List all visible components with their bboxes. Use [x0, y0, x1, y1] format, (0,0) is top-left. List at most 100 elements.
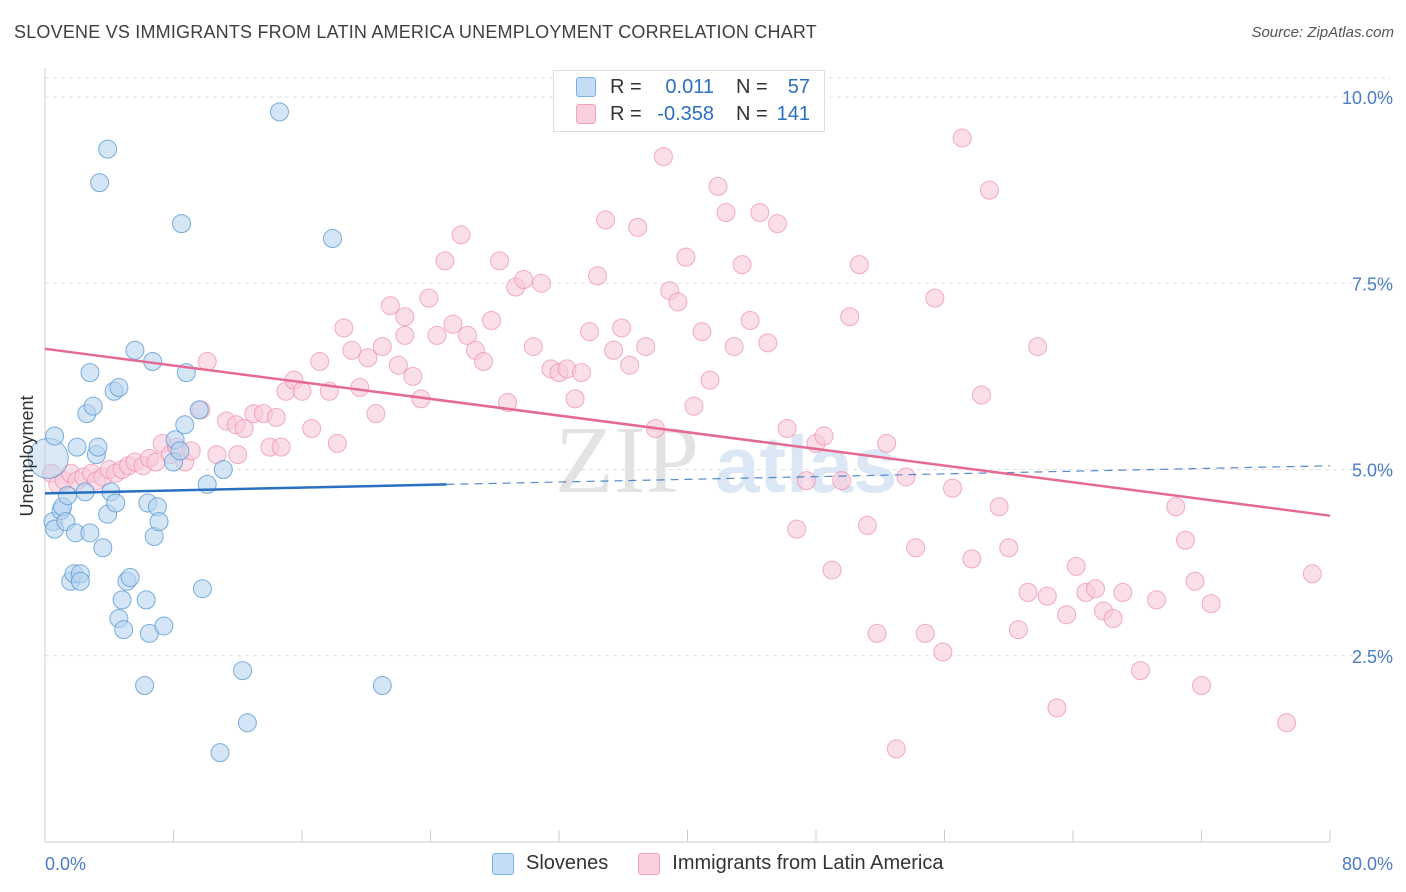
immigrants-point: [1037, 586, 1057, 606]
immigrants-point: [1047, 698, 1067, 718]
slovenes-point: [106, 493, 126, 513]
axis-labels: 2.5% 5.0% 7.5% 10.0% 0.0% 80.0% Unemployment: [17, 88, 1393, 874]
slovenes-point: [210, 743, 230, 763]
immigrants-point: [849, 255, 869, 275]
slovenes-point: [109, 378, 129, 398]
immigrants-point: [388, 355, 408, 375]
slovenes-point: [93, 538, 113, 558]
immigrants-point: [724, 337, 744, 357]
immigrants-point: [989, 497, 1009, 517]
immigrants-point: [979, 180, 999, 200]
x-tick-label: 80.0%: [1342, 854, 1393, 874]
slovenes-point: [67, 437, 87, 457]
series-legend: Slovenes Immigrants from Latin America: [492, 852, 973, 875]
immigrants-point: [676, 247, 696, 267]
immigrants-point: [943, 478, 963, 498]
immigrants-point: [1147, 590, 1167, 610]
immigrants-swatch: [638, 852, 661, 875]
immigrants-point: [372, 337, 392, 357]
immigrants-point: [565, 389, 585, 409]
immigrants-point: [653, 147, 673, 167]
immigrants-point: [334, 318, 354, 338]
immigrants-point: [1057, 605, 1077, 625]
immigrants-point: [197, 351, 217, 371]
immigrants-point: [700, 370, 720, 390]
immigrants-point: [443, 314, 463, 334]
slovenes-point: [136, 590, 156, 610]
immigrants-point: [740, 311, 760, 330]
immigrants-point: [840, 307, 860, 327]
slovenes-point: [98, 139, 118, 159]
immigrants-point: [1028, 337, 1048, 357]
slovenes-point: [149, 512, 169, 532]
slovenes-point: [57, 486, 77, 506]
immigrants-point: [302, 419, 322, 439]
immigrants-point: [906, 538, 926, 558]
y-tick-label: 7.5%: [1352, 274, 1393, 294]
immigrants-point: [523, 337, 543, 357]
immigrants-point: [1018, 582, 1038, 602]
slovenes-point: [83, 396, 103, 416]
immigrants-point: [228, 445, 248, 465]
immigrants-point: [877, 433, 897, 453]
immigrants-trend-line: [44, 347, 1331, 517]
slovenes-point: [372, 676, 392, 696]
slovenes-point: [270, 102, 290, 122]
immigrants-point: [271, 437, 291, 457]
immigrants-point: [482, 311, 502, 330]
source-label: Source: ZipAtlas.com: [1251, 24, 1394, 41]
immigrants-point: [636, 337, 656, 357]
immigrants-point: [832, 471, 852, 491]
slovenes-point: [90, 173, 110, 193]
r-label: R =: [610, 75, 642, 98]
immigrants-point: [327, 433, 347, 453]
immigrants-point: [395, 325, 415, 345]
immigrants-point: [366, 404, 386, 424]
immigrants-point: [732, 255, 752, 275]
x-tick-label: 0.0%: [45, 854, 86, 874]
immigrants-swatch: [576, 104, 596, 124]
slovenes-point: [237, 713, 257, 733]
slovenes-point: [233, 661, 253, 681]
immigrants-point: [716, 202, 736, 222]
legend-label-immigrants: Immigrants from Latin America: [672, 852, 944, 874]
slovenes-point: [114, 620, 134, 640]
immigrants-point: [234, 419, 254, 439]
n-value: 141: [776, 102, 810, 125]
immigrants-point: [604, 340, 624, 360]
grid-lines: [45, 77, 1390, 657]
immigrants-point: [796, 471, 816, 491]
immigrants-point: [867, 623, 887, 643]
immigrants-point: [1201, 594, 1221, 614]
immigrants-point: [310, 351, 330, 371]
n-value: 57: [787, 75, 810, 98]
immigrants-point: [419, 288, 439, 308]
n-label: N =: [736, 102, 768, 125]
immigrants-point: [1175, 530, 1195, 550]
immigrants-point: [531, 273, 551, 293]
immigrants-point: [1066, 556, 1086, 576]
immigrants-point: [971, 385, 991, 405]
slovenes-points: [27, 102, 392, 763]
slovenes-trend-extension: [446, 465, 1331, 485]
immigrants-point: [814, 426, 834, 446]
slovenes-point: [170, 441, 190, 461]
legend-item-immigrants[interactable]: Immigrants from Latin America: [638, 852, 943, 875]
immigrants-point: [571, 363, 591, 383]
immigrants-point: [777, 419, 797, 439]
immigrants-point: [750, 202, 770, 222]
immigrants-point: [612, 318, 632, 338]
r-value: 0.011: [665, 75, 714, 98]
immigrants-point: [1302, 564, 1322, 584]
immigrants-point: [886, 739, 906, 759]
immigrants-point: [514, 270, 534, 290]
immigrants-point: [395, 307, 415, 327]
legend-item-slovenes[interactable]: Slovenes: [492, 852, 608, 875]
watermark-atlas: atlas: [715, 420, 897, 509]
immigrants-point: [350, 378, 370, 398]
immigrants-point: [380, 296, 400, 316]
immigrants-point: [580, 322, 600, 342]
immigrants-point: [427, 325, 447, 345]
slovenes-point: [213, 460, 233, 479]
immigrants-point: [684, 396, 704, 416]
